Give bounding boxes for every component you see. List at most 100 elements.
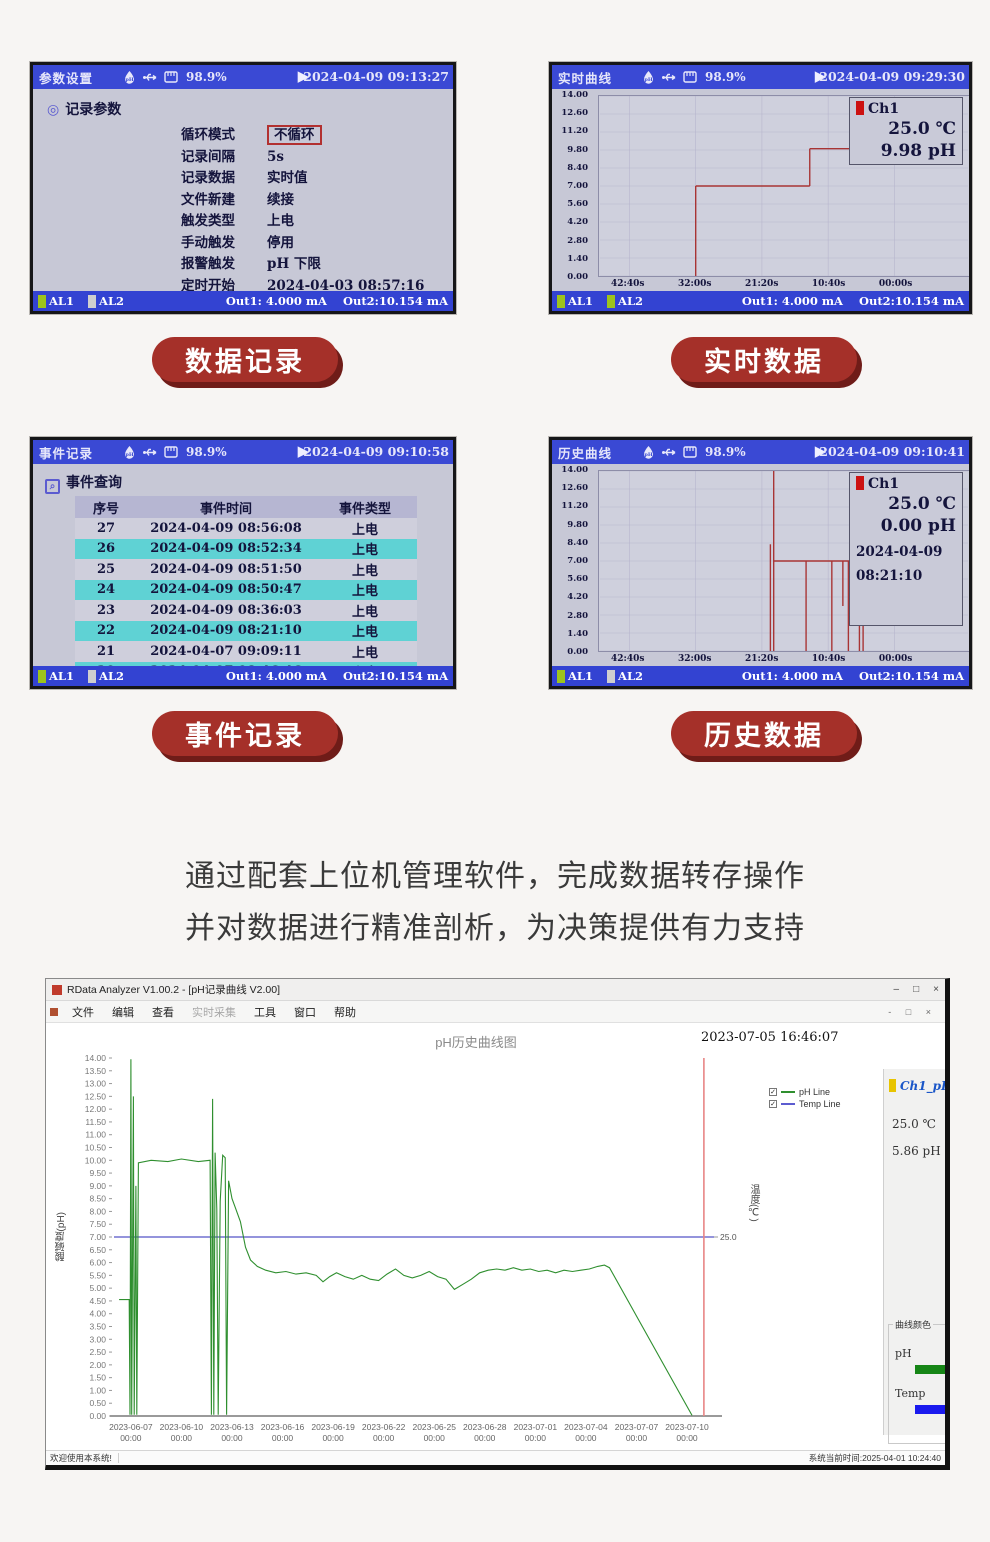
- y-tick-label: 8.40: [567, 537, 588, 548]
- svg-text:5.50: 5.50: [89, 1270, 106, 1280]
- channel-color-swatch: [856, 101, 864, 115]
- lcd-header: 实时曲线 pH 98.9% ▶ 2024-04-09 09:29:30: [552, 65, 969, 89]
- event-table: 序号 事件时间 事件类型 27 2024-04-09 08:56:08 上电 26 20…: [75, 496, 417, 686]
- ph-color-swatch[interactable]: [915, 1365, 945, 1374]
- lcd-status-icons: pH: [123, 445, 178, 459]
- param-value: 5s: [267, 148, 284, 165]
- param-value: 停用: [267, 234, 294, 251]
- svg-text:00:00: 00:00: [221, 1433, 243, 1443]
- usb-icon: [662, 448, 676, 456]
- y-tick-label: 5.60: [567, 574, 588, 585]
- svg-text:2.00: 2.00: [89, 1360, 106, 1370]
- side-panel: Ch1_pH 25.0 ℃ 5.86 pH 曲线颜色 pH Temp: [883, 1069, 945, 1444]
- status-divider: [117, 1453, 119, 1463]
- magnifier-icon: ⌕: [45, 479, 60, 494]
- legend-checkbox[interactable]: ✓: [769, 1088, 777, 1096]
- temp-color-swatch[interactable]: [915, 1405, 945, 1414]
- window-title: RData Analyzer V1.00.2 - [pH记录曲线 V2.00]: [67, 984, 281, 996]
- legend-line-sample: [781, 1103, 795, 1105]
- badge-history-data: 历史数据: [671, 711, 857, 756]
- chart-title: pH历史曲线图: [435, 1035, 517, 1050]
- window-controls: – □ ×: [894, 984, 939, 995]
- svg-text:7.50: 7.50: [89, 1219, 106, 1229]
- channel-name: Ch1: [856, 101, 956, 117]
- svg-text:00:00: 00:00: [272, 1433, 294, 1443]
- minimize-button[interactable]: –: [893, 984, 900, 995]
- y-tick-label: 11.20: [561, 126, 588, 137]
- storage-icon: [683, 71, 697, 83]
- event-type: 上电: [351, 645, 378, 661]
- document-icon: [50, 1007, 58, 1016]
- y-tick-label: 0.00: [567, 272, 588, 282]
- menu-编辑[interactable]: 编辑: [112, 1006, 134, 1019]
- param-value: 2024-04-03 08:57:16: [267, 277, 425, 294]
- svg-text:4.50: 4.50: [89, 1296, 106, 1306]
- channel-name: Ch1: [856, 476, 956, 492]
- svg-text:2023-06-28: 2023-06-28: [463, 1422, 507, 1432]
- svg-text:9.50: 9.50: [89, 1168, 106, 1178]
- title-bar[interactable]: RData Analyzer V1.00.2 - [pH记录曲线 V2.00] …: [46, 979, 945, 1001]
- event-row: 26 2024-04-09 08:52:34 上电: [75, 538, 417, 559]
- legend-row: ✓ Temp Line: [769, 1098, 841, 1110]
- ph-color-label: pH: [895, 1347, 912, 1360]
- storage-icon: [164, 71, 178, 83]
- event-no: 22: [96, 623, 116, 639]
- mdi-window-controls[interactable]: - □ ×: [888, 1006, 937, 1017]
- x-tick-label: 21:20s: [744, 279, 779, 289]
- param-row: 定时开始 2024-04-03 08:57:16: [181, 274, 424, 294]
- y-tick-label: 9.80: [567, 519, 588, 530]
- lcd-status-icons: pH: [642, 70, 697, 84]
- param-label: 手动触发: [181, 234, 235, 251]
- menu-查看[interactable]: 查看: [152, 1006, 174, 1019]
- svg-text:11.00: 11.00: [85, 1130, 106, 1140]
- event-row: 21 2024-04-07 09:09:11 上电: [75, 641, 417, 662]
- y2-axis-title: 温度(℃): [748, 1184, 759, 1222]
- param-value: pH 下限: [267, 256, 321, 272]
- ph-readout: 0.00 pH: [880, 516, 956, 536]
- menu-工具[interactable]: 工具: [254, 1006, 276, 1019]
- svg-text:00:00: 00:00: [474, 1433, 496, 1443]
- event-row: 25 2024-04-09 08:51:50 上电: [75, 559, 417, 580]
- memory-percent: 98.9%: [186, 445, 227, 459]
- side-channel-name: Ch1_pH: [889, 1079, 945, 1093]
- channel-readout-box: Ch1 25.0 ℃ 0.00 pH 2024-04-09 08:21:10: [849, 472, 963, 626]
- param-label: 记录间隔: [181, 148, 235, 165]
- menu-帮助[interactable]: 帮助: [334, 1006, 356, 1019]
- menu-文件[interactable]: 文件: [72, 1006, 94, 1019]
- event-no: 21: [96, 643, 116, 659]
- chart-legend: ✓ pH Line ✓ Temp Line: [769, 1086, 841, 1110]
- svg-text:10.50: 10.50: [85, 1143, 107, 1153]
- legend-checkbox[interactable]: ✓: [769, 1100, 777, 1108]
- lcd-footer: AL1 AL2 Out1: 4.000 mA Out2:10.154 mA: [33, 291, 453, 311]
- lcd-datetime: 2024-04-09 09:10:41: [819, 444, 965, 459]
- param-label: 触发类型: [181, 213, 235, 229]
- event-type: 上电: [351, 543, 378, 559]
- maximize-button[interactable]: □: [913, 984, 920, 995]
- memory-percent: 98.9%: [705, 445, 746, 459]
- y-axis-labels: 14.00 12.60 11.20 9.80 8.40 7.00 5.60 4.20 2.80 1…: [552, 464, 596, 658]
- svg-text:2023-06-07: 2023-06-07: [109, 1422, 153, 1432]
- event-time: 2024-04-09 08:21:10: [150, 623, 302, 639]
- lcd-status-icons: pH: [642, 445, 697, 459]
- close-button[interactable]: ×: [933, 984, 939, 995]
- param-row: 触发类型 上电: [181, 209, 294, 229]
- event-no: 27: [96, 520, 116, 536]
- param-row: 手动触发 停用: [181, 231, 294, 251]
- event-type: 上电: [351, 522, 378, 538]
- svg-text:13.00: 13.00: [85, 1079, 107, 1089]
- channel-readout-box: Ch1 25.0 ℃ 9.98 pH: [849, 97, 963, 165]
- svg-text:3.00: 3.00: [89, 1334, 106, 1344]
- svg-text:2023-06-10: 2023-06-10: [160, 1422, 204, 1432]
- al2-indicator: [607, 669, 616, 683]
- al1-indicator: [557, 669, 565, 683]
- rdata-analyzer-window: RData Analyzer V1.00.2 - [pH记录曲线 V2.00] …: [45, 978, 950, 1470]
- memory-percent: 98.9%: [186, 70, 227, 84]
- svg-text:1.50: 1.50: [89, 1373, 106, 1383]
- lcd-title: 历史曲线: [558, 445, 613, 461]
- al1-indicator: [38, 294, 46, 308]
- menu-窗口[interactable]: 窗口: [294, 1006, 316, 1019]
- y-tick-label: 5.60: [567, 199, 588, 210]
- ph-readout: 9.98 pH: [880, 141, 956, 161]
- menu-bar: 文件 编辑 查看 实时采集 工具 窗口 帮助 - □ ×: [46, 1001, 945, 1023]
